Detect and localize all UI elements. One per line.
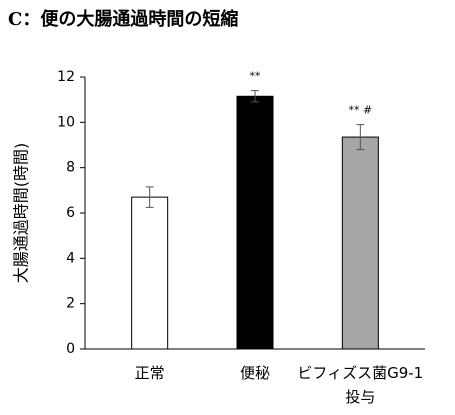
y-tick-label: 8 xyxy=(66,160,75,176)
error-bar xyxy=(251,90,259,103)
significance-label: ** # xyxy=(348,104,372,117)
y-tick-label: 10 xyxy=(57,114,75,130)
y-tick-label: 4 xyxy=(66,250,75,266)
y-tick-label: 2 xyxy=(66,296,75,312)
x-tick-label: ビフィズス菌G9-1 投与 xyxy=(297,364,424,406)
bar xyxy=(236,95,274,350)
y-tick-label: 0 xyxy=(66,341,75,357)
y-tick-label: 6 xyxy=(66,205,75,221)
error-bar xyxy=(356,124,365,151)
bar xyxy=(131,196,169,350)
x-tick-label: 便秘 xyxy=(239,364,270,382)
error-bar xyxy=(145,186,154,208)
bar xyxy=(341,136,379,350)
chart-title: C：便の大腸通過時間の短縮 xyxy=(8,8,238,30)
y-tick-label: 12 xyxy=(57,69,75,85)
significance-label: ** xyxy=(250,70,262,83)
y-axis-label: 大腸通過時間(時間) xyxy=(12,143,31,284)
x-tick-label: 正常 xyxy=(134,364,165,382)
